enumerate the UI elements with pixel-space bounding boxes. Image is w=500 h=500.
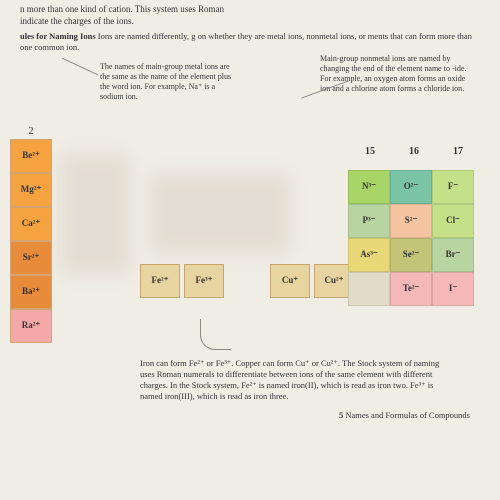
element-cell: Br⁻: [432, 238, 474, 272]
element-cell: Mg²⁺: [10, 173, 52, 207]
arrow-middle: [200, 319, 231, 350]
note-metal-ions: The names of main-group metal ions are t…: [100, 62, 240, 102]
element-cell: Be²⁺: [10, 139, 52, 173]
rules-section: ules for Naming Ions Ions are named diff…: [0, 29, 500, 53]
element-cell: P³⁻: [348, 204, 390, 238]
group2-column: 2 Be²⁺Mg²⁺Ca²⁺Sr²⁺Ba²⁺Ra²⁺: [10, 124, 52, 343]
blur-region: [150, 174, 290, 254]
intro-line2: indicate the charges of the ions.: [20, 16, 480, 28]
group2-header: 2: [10, 124, 52, 139]
element-cell: I⁻: [432, 272, 474, 306]
stock-system-text: Iron can form Fe²⁺ or Fe³⁺. Copper can f…: [0, 354, 500, 406]
group-header: 17: [436, 134, 480, 170]
element-cell: [348, 272, 390, 306]
copper-cells: Cu⁺Cu²⁺: [270, 264, 354, 298]
annotations: The names of main-group metal ions are t…: [0, 54, 500, 124]
element-cell: As³⁻: [348, 238, 390, 272]
chapter-title: Names and Formulas of Compounds: [343, 410, 470, 420]
iron-cells: Fe²⁺Fe³⁺: [140, 264, 224, 298]
element-cell: Cu⁺: [270, 264, 310, 298]
element-cell: F⁻: [432, 170, 474, 204]
element-cell: Sr²⁺: [10, 241, 52, 275]
note-nonmetal-ions: Main-group nonmetal ions are named by ch…: [320, 54, 470, 94]
element-cell: S²⁻: [390, 204, 432, 238]
arrow-left: [62, 57, 99, 75]
rules-title: ules for Naming Ions: [20, 31, 96, 41]
intro-text: n more than one kind of cation. This sys…: [0, 0, 500, 29]
element-cell: Fe³⁺: [184, 264, 224, 298]
element-cell: Ba²⁺: [10, 275, 52, 309]
element-cell: N³⁻: [348, 170, 390, 204]
element-cell: Ra²⁺: [10, 309, 52, 343]
group-header: 15: [348, 134, 392, 170]
element-cell: Te²⁻: [390, 272, 432, 306]
element-cell: Cl⁻: [432, 204, 474, 238]
blur-region: [60, 154, 130, 274]
nonmetal-grid: 151617 N³⁻O²⁻F⁻ P³⁻S²⁻Cl⁻ As³⁻Se²⁻Br⁻Te²⁻I…: [348, 134, 480, 306]
element-cell: Fe²⁺: [140, 264, 180, 298]
page-footer: 5 Names and Formulas of Compounds: [0, 406, 500, 424]
element-cell: O²⁻: [390, 170, 432, 204]
element-cell: Ca²⁺: [10, 207, 52, 241]
intro-line1: n more than one kind of cation. This sys…: [20, 4, 480, 16]
group-header: 16: [392, 134, 436, 170]
element-cell: Se²⁻: [390, 238, 432, 272]
periodic-chart: 2 Be²⁺Mg²⁺Ca²⁺Sr²⁺Ba²⁺Ra²⁺ Fe²⁺Fe³⁺ Cu⁺C…: [0, 124, 500, 354]
